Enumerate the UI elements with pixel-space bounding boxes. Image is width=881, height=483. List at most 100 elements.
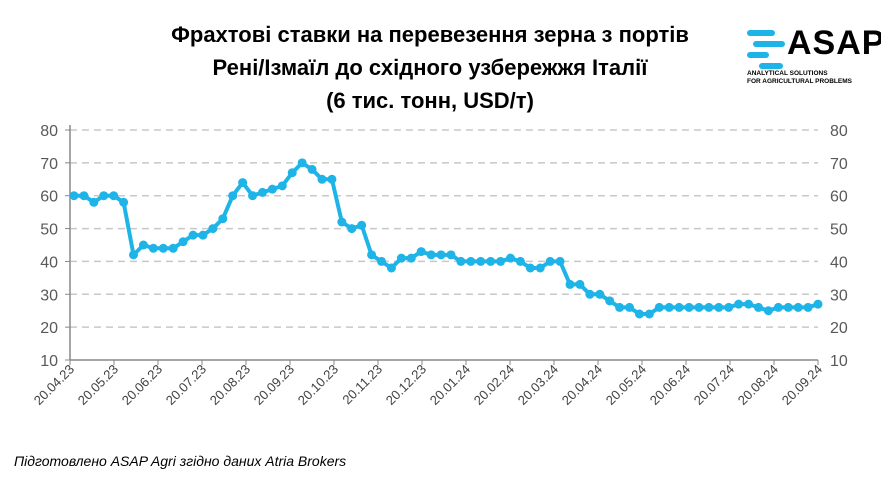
data-point (505, 253, 515, 263)
x-tick-label: 20.05.23 (75, 362, 121, 408)
title-line: Фрахтові ставки на перевезення зерна з п… (171, 22, 689, 47)
x-tick-label: 20.03.24 (515, 362, 561, 408)
data-point (99, 191, 109, 201)
data-point (773, 302, 783, 312)
source-note: Підготовлено ASAP Agri згідно даних Atri… (14, 453, 347, 469)
data-point (168, 243, 178, 253)
chart-title: Фрахтові ставки на перевезення зерна з п… (110, 18, 750, 117)
data-point (634, 309, 644, 319)
data-point (257, 187, 267, 197)
x-tick-label: 20.04.24 (559, 362, 605, 408)
logo-text: ASAP (787, 24, 881, 62)
data-point (129, 250, 139, 260)
data-point (357, 220, 367, 230)
data-point (248, 191, 258, 201)
data-point (585, 289, 595, 299)
x-tick-label: 20.08.23 (207, 362, 253, 408)
data-point (535, 263, 545, 273)
x-tick-label: 20.11.23 (339, 362, 385, 408)
logo-tagline: ANALYTICAL SOLUTIONS FOR AGRICULTURAL PRO… (747, 70, 852, 85)
y-tick-label-left: 40 (40, 254, 58, 271)
data-point (753, 302, 763, 312)
data-point (466, 256, 476, 266)
data-point (625, 302, 635, 312)
y-tick-label-left: 50 (40, 222, 58, 239)
series-line (74, 160, 819, 316)
data-point (476, 256, 486, 266)
data-point (218, 214, 228, 224)
y-tick-label-right: 80 (830, 123, 848, 140)
x-tick-label: 20.07.23 (163, 362, 209, 408)
y-tick-label-right: 50 (830, 222, 848, 239)
data-point (744, 299, 754, 309)
data-point (734, 299, 744, 309)
data-point (287, 168, 297, 178)
data-point (515, 256, 525, 266)
data-point (803, 302, 813, 312)
y-tick-label-left: 10 (40, 353, 58, 370)
data-point (327, 174, 337, 184)
data-point (644, 309, 654, 319)
data-point (277, 181, 287, 191)
data-point (724, 302, 734, 312)
data-point (267, 184, 277, 194)
data-point (674, 302, 684, 312)
data-point (615, 302, 625, 312)
logo-mark-icon (747, 30, 785, 69)
y-tick-label-left: 20 (40, 320, 58, 337)
x-tick-label: 20.01.24 (427, 362, 473, 408)
data-point (605, 296, 615, 306)
x-tick-label: 20.12.23 (383, 362, 429, 408)
data-point (406, 253, 416, 263)
data-point (386, 263, 396, 273)
data-point (307, 164, 317, 174)
data-point (545, 256, 555, 266)
data-point (416, 247, 426, 257)
data-point (297, 158, 307, 168)
x-tick-label: 20.05.24 (603, 362, 649, 408)
data-point (704, 302, 714, 312)
data-point (555, 256, 565, 266)
data-point (496, 256, 506, 266)
data-point (337, 217, 347, 227)
data-point (714, 302, 724, 312)
data-point (595, 289, 605, 299)
data-point (664, 302, 674, 312)
data-point (684, 302, 694, 312)
data-point (426, 250, 436, 260)
data-point (446, 250, 456, 260)
data-point (654, 302, 664, 312)
y-tick-label-left: 30 (40, 287, 58, 304)
x-tick-label: 20.08.24 (735, 362, 781, 408)
y-tick-label-left: 80 (40, 123, 58, 140)
x-tick-label: 20.07.24 (691, 362, 737, 408)
x-tick-label: 20.06.24 (647, 362, 693, 408)
title-line: Рені/Ізмаїл до східного узбережжя Італії (212, 55, 648, 80)
y-tick-label-right: 40 (830, 254, 848, 271)
data-point (158, 243, 168, 253)
data-point (188, 230, 198, 240)
y-tick-label-right: 60 (830, 189, 848, 206)
data-point (377, 256, 387, 266)
data-point (565, 279, 575, 289)
y-tick-label-right: 70 (830, 156, 848, 173)
data-point (109, 191, 119, 201)
y-tick-label-left: 70 (40, 156, 58, 173)
data-point (763, 306, 773, 316)
data-point (317, 174, 327, 184)
x-tick-label: 20.10.23 (295, 362, 341, 408)
data-point (396, 253, 406, 263)
x-tick-label: 20.09.24 (779, 362, 825, 408)
data-point (178, 237, 188, 247)
y-tick-label-right: 20 (830, 320, 848, 337)
data-point (198, 230, 208, 240)
data-point (119, 197, 129, 207)
x-tick-label: 20.09.23 (251, 362, 297, 408)
data-point (575, 279, 585, 289)
data-point (208, 224, 218, 234)
title-line: (6 тис. тонн, USD/т) (326, 88, 534, 113)
x-tick-label: 20.06.23 (119, 362, 165, 408)
data-point (148, 243, 158, 253)
data-point (89, 197, 99, 207)
